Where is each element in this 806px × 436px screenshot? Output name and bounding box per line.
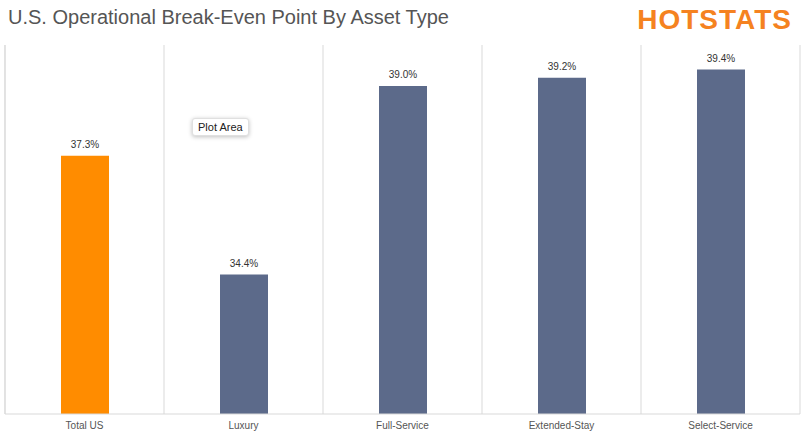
svg-text:39.2%: 39.2%: [548, 61, 576, 72]
svg-text:Luxury: Luxury: [228, 420, 258, 431]
svg-text:34.4%: 34.4%: [230, 258, 258, 269]
svg-text:37.3%: 37.3%: [71, 139, 99, 150]
html-text:HOTSTATS: HOTSTATS: [637, 4, 792, 35]
svg-text:Extended-Stay: Extended-Stay: [529, 420, 595, 431]
svg-text:Total US: Total US: [66, 420, 104, 431]
svg-text:Full-Service: Full-Service: [376, 420, 429, 431]
html-text:Plot Area: Plot Area: [198, 121, 243, 133]
svg-text:39.0%: 39.0%: [389, 69, 417, 80]
svg-text:Select-Service: Select-Service: [688, 420, 753, 431]
svg-text:39.4%: 39.4%: [707, 53, 735, 64]
html-text:U.S. Operational Break-Even Po: U.S. Operational Break-Even Point By Ass…: [8, 6, 449, 28]
